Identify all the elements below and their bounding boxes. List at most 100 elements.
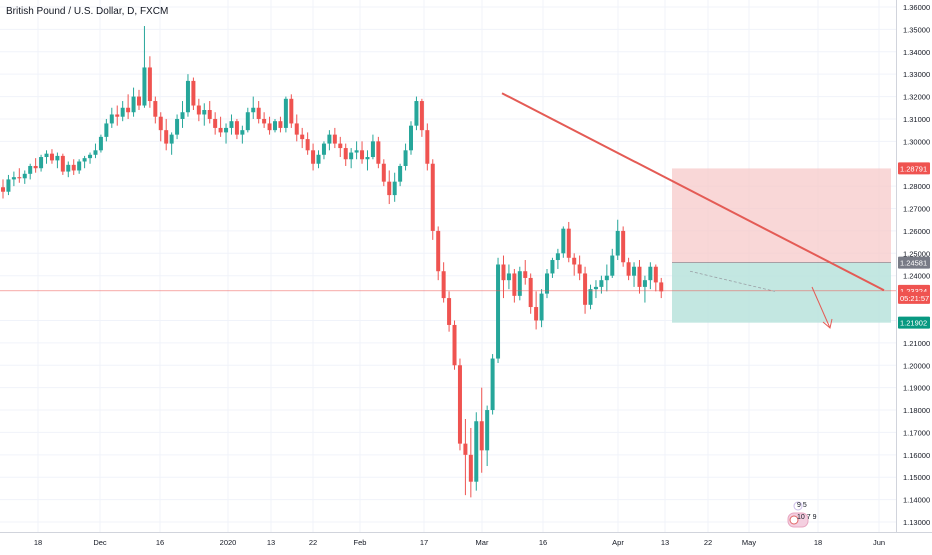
candle[interactable] [131, 87, 136, 117]
candle[interactable] [403, 143, 408, 171]
candle[interactable] [153, 96, 158, 124]
candle[interactable] [637, 260, 642, 294]
candle[interactable] [202, 103, 207, 126]
candle[interactable] [360, 141, 365, 164]
candle[interactable] [245, 107, 250, 133]
candle[interactable] [321, 141, 326, 160]
projection-arrow[interactable] [811, 286, 831, 329]
candle[interactable] [409, 121, 413, 155]
candle[interactable] [398, 163, 403, 187]
candle[interactable] [648, 262, 653, 290]
candle[interactable] [327, 130, 332, 151]
candle[interactable] [561, 226, 566, 258]
candle[interactable] [109, 107, 114, 128]
candle[interactable] [338, 136, 343, 158]
candle[interactable] [441, 262, 446, 303]
candle[interactable] [572, 253, 577, 276]
candle[interactable] [425, 123, 430, 171]
candle[interactable] [115, 105, 120, 126]
risk-zone[interactable] [672, 168, 891, 263]
candle[interactable] [289, 94, 294, 128]
candle[interactable] [164, 118, 169, 151]
candle[interactable] [332, 127, 337, 149]
candle[interactable] [436, 226, 441, 281]
candle[interactable] [93, 143, 98, 159]
candle[interactable] [240, 125, 245, 144]
candle[interactable] [180, 101, 185, 128]
candle[interactable] [517, 266, 522, 301]
candle[interactable] [626, 257, 631, 281]
candle[interactable] [496, 257, 501, 364]
candle[interactable] [474, 412, 479, 491]
candle[interactable] [365, 150, 370, 171]
candle[interactable] [539, 289, 544, 328]
candle[interactable] [77, 159, 82, 174]
candle[interactable] [534, 291, 539, 330]
candle[interactable] [343, 143, 348, 166]
candle[interactable] [457, 358, 462, 451]
candle[interactable] [452, 320, 457, 370]
candle[interactable] [98, 134, 103, 153]
candle[interactable] [593, 280, 598, 299]
candle[interactable] [104, 118, 109, 142]
candle[interactable] [311, 143, 316, 171]
candle[interactable] [615, 219, 620, 261]
candle[interactable] [294, 114, 299, 142]
candle[interactable] [185, 74, 190, 117]
candle[interactable] [224, 123, 229, 144]
candle[interactable] [55, 152, 60, 169]
candle[interactable] [610, 248, 615, 278]
candle[interactable] [126, 94, 131, 119]
candle[interactable] [147, 56, 152, 108]
candle[interactable] [479, 387, 484, 473]
candle[interactable] [468, 427, 473, 498]
candle[interactable] [229, 114, 234, 135]
candle[interactable] [349, 148, 354, 169]
candle[interactable] [207, 101, 212, 124]
candle[interactable] [414, 96, 419, 131]
candle[interactable] [659, 277, 664, 299]
candle[interactable] [273, 118, 277, 133]
candle[interactable] [169, 132, 174, 155]
candle[interactable] [523, 260, 528, 285]
candle[interactable] [22, 170, 27, 184]
candle[interactable] [88, 152, 93, 164]
event-marker-top[interactable]: 9 5 [793, 501, 807, 511]
candle[interactable] [196, 98, 201, 122]
candle[interactable] [512, 268, 517, 303]
candle[interactable] [528, 273, 533, 314]
candle[interactable] [33, 158, 38, 173]
candle[interactable] [501, 255, 506, 299]
candle[interactable] [555, 248, 560, 269]
candle[interactable] [588, 284, 593, 310]
candle[interactable] [392, 172, 397, 202]
candle[interactable] [463, 419, 468, 496]
candle[interactable] [381, 159, 386, 187]
candle[interactable] [17, 168, 22, 183]
candle[interactable] [137, 89, 141, 110]
trend-line[interactable] [501, 92, 885, 292]
candle[interactable] [120, 101, 125, 122]
candle[interactable] [278, 116, 283, 133]
candle[interactable] [234, 118, 239, 140]
candle[interactable] [82, 155, 87, 169]
candle[interactable] [376, 136, 381, 169]
candle[interactable] [632, 262, 637, 287]
candle[interactable] [485, 405, 490, 467]
candle[interactable] [506, 264, 511, 290]
candle[interactable] [604, 264, 609, 292]
candle[interactable] [142, 26, 147, 108]
event-marker-bottom[interactable]: 10 7 9 [787, 512, 817, 528]
candle[interactable] [653, 264, 658, 292]
candle[interactable] [430, 159, 435, 240]
candle[interactable] [262, 112, 267, 128]
candle[interactable] [566, 221, 571, 263]
candle[interactable] [251, 96, 256, 119]
candle[interactable] [6, 174, 11, 196]
reward-zone[interactable] [672, 262, 891, 323]
candle[interactable] [305, 132, 310, 155]
candle[interactable] [1, 179, 5, 199]
candle[interactable] [490, 354, 495, 415]
candle[interactable] [370, 134, 375, 160]
